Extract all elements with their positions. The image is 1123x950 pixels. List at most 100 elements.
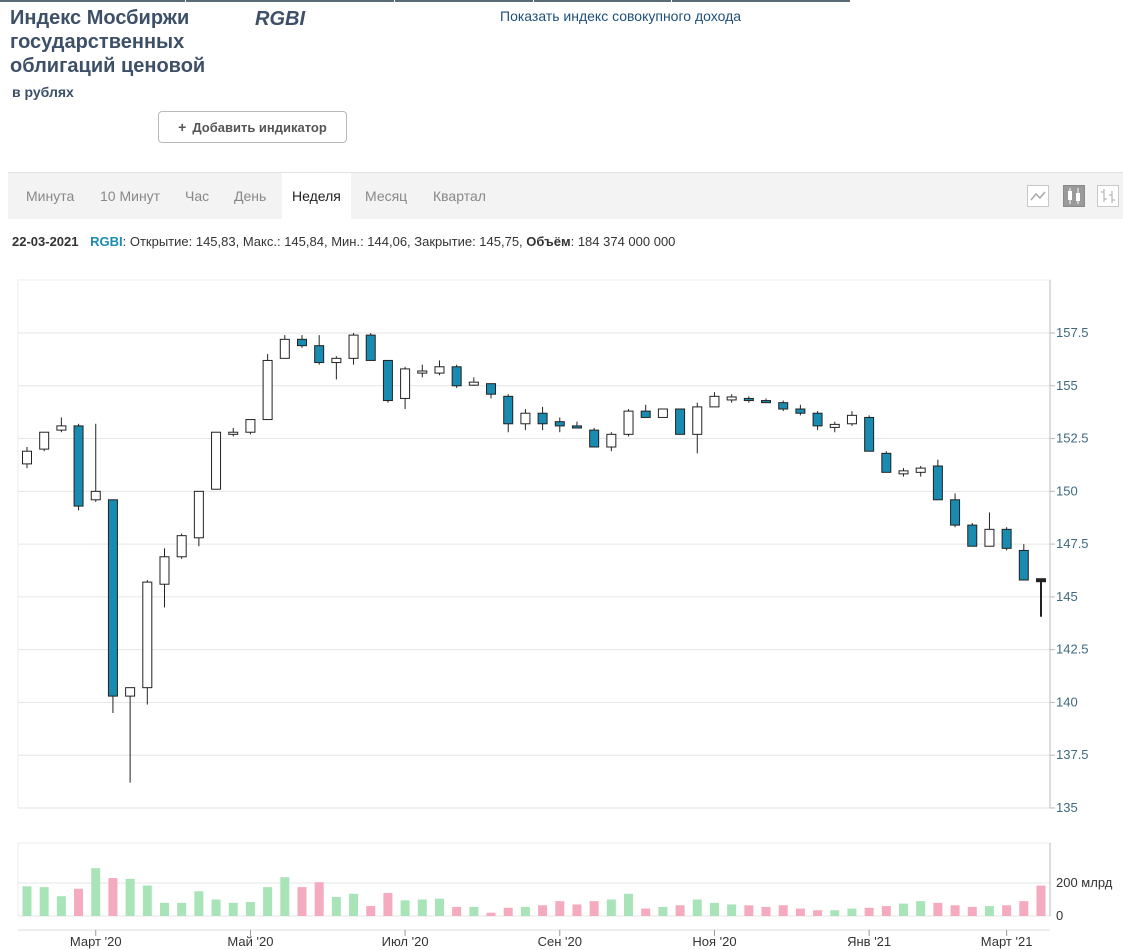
candle-body (881, 452, 892, 473)
candle-body (296, 338, 307, 347)
volume-bar (555, 901, 565, 916)
ohlc-info-line: 22-03-2021 RGBI: Открытие: 145,83, Макс.… (12, 234, 675, 249)
add-indicator-label: Добавить индикатор (192, 119, 327, 135)
volume-bar (641, 908, 651, 916)
volume-bar (314, 882, 324, 916)
candle-body (984, 528, 995, 547)
candle-body (417, 370, 428, 374)
candle-body (606, 433, 617, 448)
candle-body (382, 359, 393, 402)
volume-bar (159, 902, 169, 916)
candle-body (262, 359, 273, 421)
x-tick-label: Март '21 (981, 934, 1033, 949)
candle-body (90, 490, 101, 501)
volume-bar (22, 886, 32, 916)
candle-body (365, 334, 376, 361)
line-view-button[interactable] (1027, 185, 1049, 207)
candle-body (726, 396, 737, 401)
volume-bar (916, 901, 926, 916)
volume-bar (709, 902, 719, 916)
tab-hour[interactable]: Час (185, 188, 210, 204)
candle-body (331, 357, 342, 364)
total-return-link[interactable]: Показать индекс совокупного дохода (500, 8, 742, 24)
volume-bar (967, 906, 977, 916)
ohlc-view-button[interactable] (1097, 185, 1119, 207)
volume-tick-label: 0 (1056, 908, 1063, 923)
candle-body (778, 402, 789, 410)
volume-bar (847, 908, 857, 916)
volume-bar (383, 892, 393, 916)
candle-body (709, 395, 720, 408)
volume-bar (486, 912, 496, 916)
top-strip (0, 0, 850, 2)
tab-week[interactable]: Неделя (282, 173, 351, 219)
y-tick-label: 155 (1056, 378, 1078, 393)
candle-body (279, 338, 290, 359)
candle-body (537, 412, 548, 425)
candle-body (829, 423, 840, 428)
volume-bar (744, 905, 754, 916)
candle-body (812, 412, 823, 427)
volume-bar (349, 893, 359, 916)
volume-bar (417, 899, 427, 916)
candle-body (503, 395, 514, 425)
add-indicator-button[interactable]: + Добавить индикатор (158, 111, 347, 143)
volume-bar (881, 906, 891, 916)
plus-icon: + (178, 119, 187, 135)
x-tick-label: Сен '20 (538, 934, 582, 949)
candle-body (623, 410, 634, 435)
volume-bar (727, 904, 737, 916)
candle-body (675, 408, 686, 435)
candle-body (176, 535, 187, 558)
tab-10-minutes[interactable]: 10 Минут (100, 188, 161, 204)
page-title: Индекс Мосбиржи государственных облигаци… (10, 7, 206, 77)
y-tick-label: 147.5 (1056, 536, 1089, 551)
y-tick-label: 142.5 (1056, 642, 1089, 657)
volume-bar (984, 906, 994, 916)
candle-body (589, 429, 600, 448)
candle-body (107, 499, 118, 697)
candle-body (434, 366, 445, 374)
candle-body (468, 381, 479, 386)
tab-minute[interactable]: Минута (26, 188, 75, 204)
candle-body (56, 425, 67, 431)
candle-body (795, 408, 806, 414)
tab-quarter[interactable]: Квартал (433, 188, 486, 204)
line-chart-icon (1030, 191, 1046, 201)
x-tick-label: Май '20 (227, 934, 273, 949)
volume-bar (830, 910, 840, 916)
candle-body (1001, 528, 1012, 549)
y-tick-label: 137.5 (1056, 747, 1089, 762)
candle-body (228, 431, 239, 435)
volume-bar (366, 906, 376, 916)
volume-bar (177, 902, 187, 916)
volume-tick-label: 200 млрд (1056, 875, 1113, 890)
volume-bar (933, 902, 943, 916)
currency-subtitle: в рублях (12, 84, 74, 100)
x-tick-label: Ноя '20 (692, 934, 736, 949)
y-tick-label: 135 (1056, 800, 1078, 815)
candle-body (1018, 549, 1029, 581)
volume-bar (39, 887, 49, 916)
candle-body (314, 345, 325, 364)
candle-body (400, 368, 411, 399)
tab-day[interactable]: День (234, 188, 267, 204)
y-tick-label: 152.5 (1056, 431, 1089, 446)
candle-body (1036, 578, 1046, 583)
candle-body (743, 397, 754, 402)
tab-month[interactable]: Месяц (365, 188, 408, 204)
volume-bar (142, 885, 152, 916)
candle-body (864, 416, 875, 452)
volume-bar (211, 899, 221, 916)
x-tick-label: Янв '21 (847, 934, 891, 949)
y-tick-label: 145 (1056, 589, 1078, 604)
candle-body (657, 408, 668, 418)
candle-body (932, 465, 943, 501)
candle-view-button[interactable] (1063, 185, 1085, 207)
volume-bar (91, 868, 101, 916)
candle-body (22, 450, 32, 465)
volume-bar (263, 887, 273, 916)
candle-body (193, 490, 204, 539)
x-tick-label: Июл '20 (382, 934, 429, 949)
